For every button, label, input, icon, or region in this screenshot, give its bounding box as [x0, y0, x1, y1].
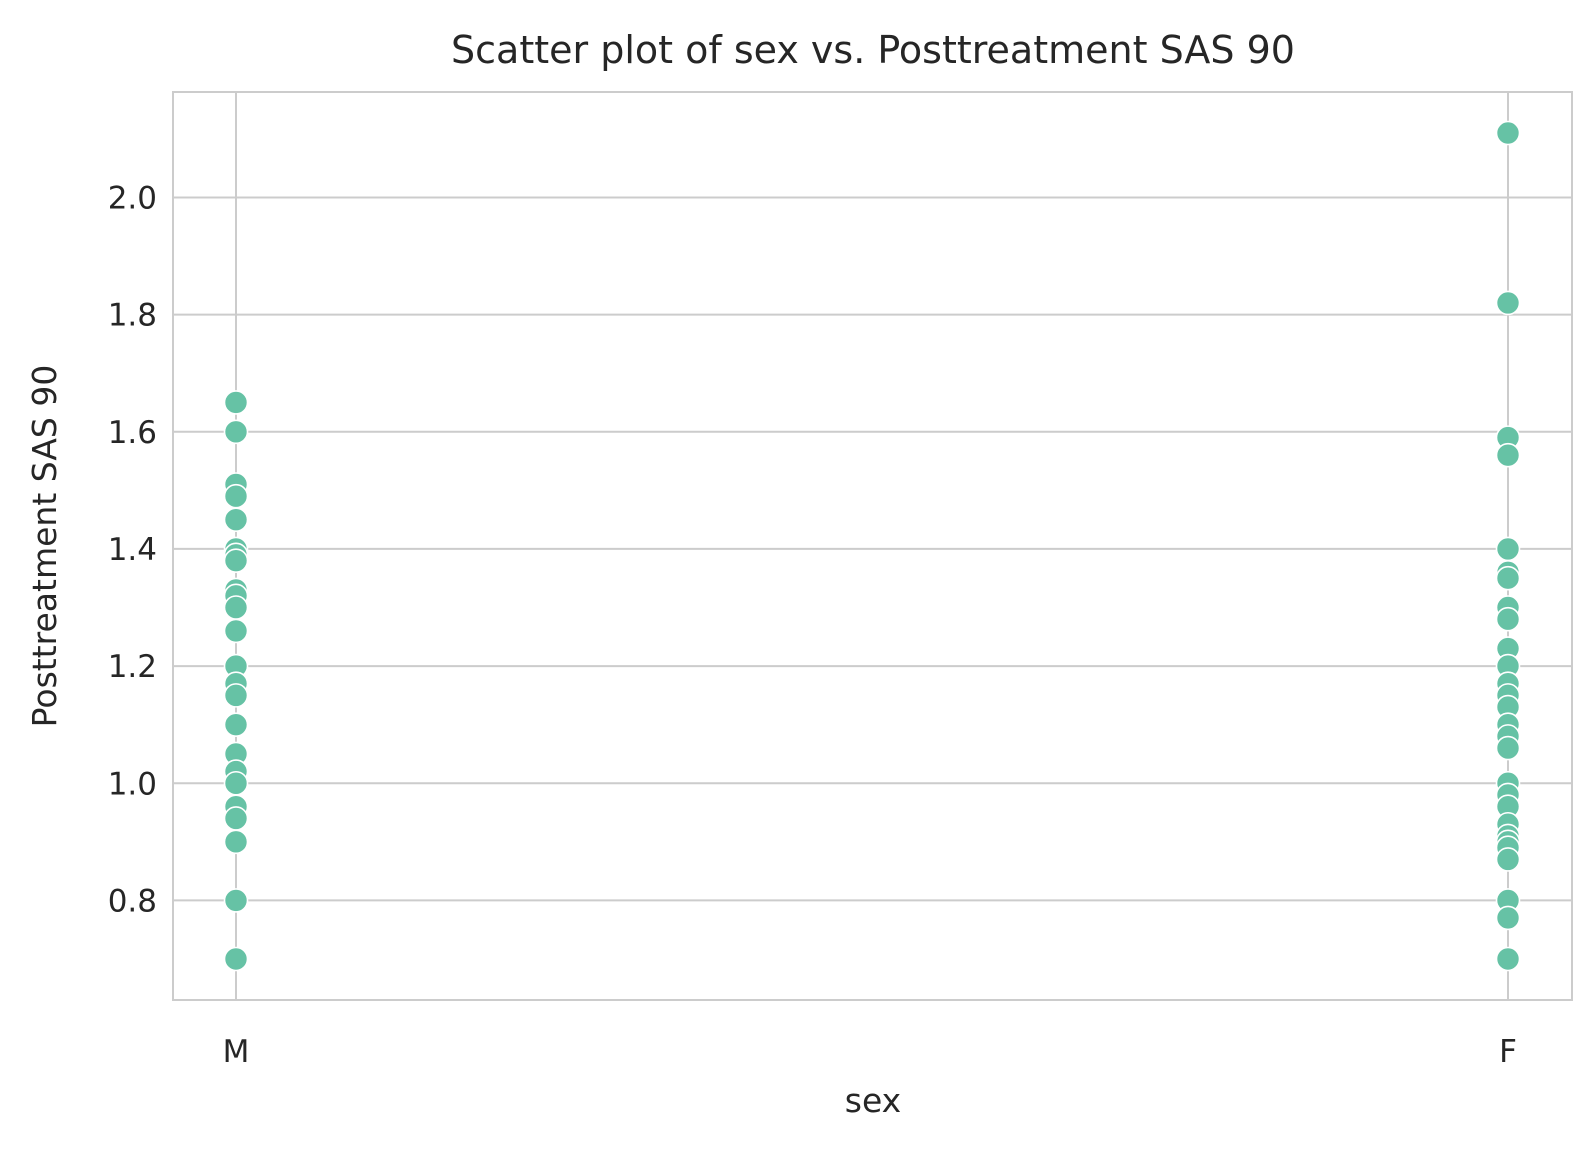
- y-tick-label: 0.8: [108, 883, 157, 919]
- x-tick-label: M: [223, 1034, 250, 1070]
- data-point: [1495, 905, 1521, 931]
- data-point: [223, 618, 249, 644]
- data-point: [1495, 735, 1521, 761]
- data-point: [1495, 946, 1521, 972]
- chart-title: Scatter plot of sex vs. Posttreatment SA…: [451, 28, 1295, 72]
- data-point: [223, 946, 249, 972]
- data-point: [223, 829, 249, 855]
- y-tick-label: 1.2: [108, 649, 157, 685]
- x-axis-label: sex: [845, 1081, 901, 1120]
- data-point: [223, 806, 249, 831]
- data-point: [223, 595, 249, 620]
- y-tick-label: 1.8: [108, 298, 157, 334]
- data-point: [223, 419, 249, 445]
- data-point: [223, 390, 249, 415]
- plot-frame: [172, 91, 1573, 1001]
- data-point: [223, 683, 249, 708]
- data-point: [223, 548, 249, 573]
- y-tick-label: 1.6: [108, 415, 157, 451]
- data-point: [1495, 565, 1521, 591]
- y-axis-label: Posttreatment SAS 90: [25, 365, 64, 728]
- data-point: [1495, 606, 1521, 632]
- data-point: [223, 888, 249, 913]
- data-point: [1495, 290, 1521, 316]
- data-point: [223, 507, 249, 532]
- x-tick-label: F: [1499, 1034, 1517, 1070]
- y-tick-labels: 0.8 1.0 1.2 1.4 1.6 1.8 2.0: [108, 180, 157, 919]
- data-point: [1495, 120, 1521, 146]
- data-points: [223, 120, 1521, 972]
- data-point: [1495, 442, 1521, 468]
- y-tick-label: 2.0: [108, 180, 157, 216]
- data-point: [1495, 847, 1521, 872]
- y-tick-label: 1.0: [108, 766, 157, 802]
- data-point: [1495, 536, 1521, 562]
- data-point: [223, 483, 249, 509]
- y-tick-label: 1.4: [108, 532, 157, 568]
- grid-lines: [173, 92, 1572, 1000]
- data-point: [223, 712, 249, 737]
- data-point: [223, 770, 249, 796]
